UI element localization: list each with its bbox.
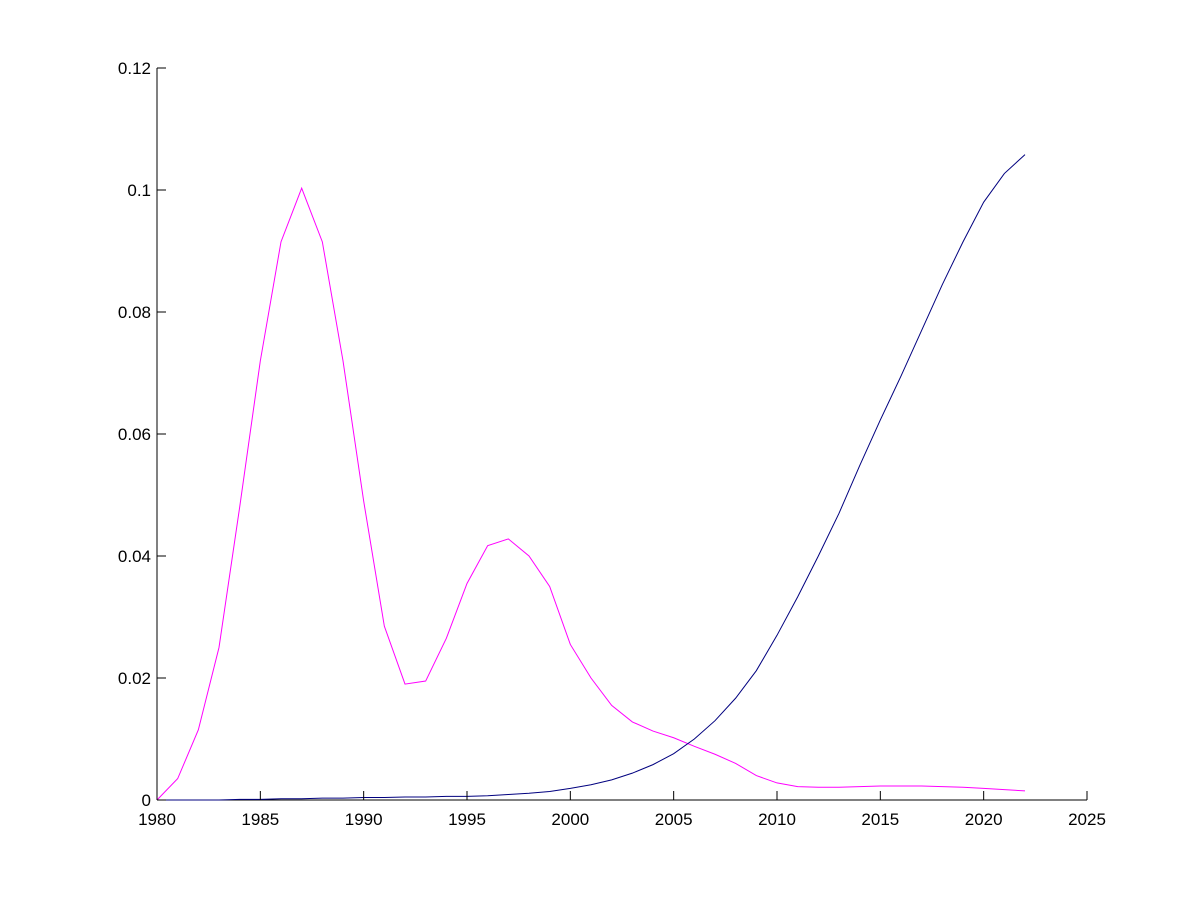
y-tick-label: 0.04: [118, 547, 151, 566]
series-layer: [156, 154, 1026, 801]
y-tick-label: 0.1: [127, 181, 151, 200]
x-tick-label: 2015: [861, 810, 899, 829]
y-tick-label: 0.06: [118, 425, 151, 444]
x-tick-label: 2005: [655, 810, 693, 829]
x-tick-label: 1990: [345, 810, 383, 829]
y-tick-label: 0.12: [118, 59, 151, 78]
x-tick-label: 2000: [551, 810, 589, 829]
y-axis-ticks: 0 0.02 0.04 0.06 0.08 0.1 0.12: [118, 59, 166, 810]
x-axis-ticks: 1980 1985 1990 1995 2000 2005 2010 2015 2020 2025: [138, 791, 1106, 829]
y-tick-label: 0: [142, 791, 151, 810]
x-tick-label: 2025: [1068, 810, 1106, 829]
x-tick-label: 1980: [138, 810, 176, 829]
y-tick-label: 0.02: [118, 669, 151, 688]
series-2-line: [157, 154, 1026, 801]
series-2: [157, 154, 1026, 801]
y-tick-label: 0.08: [118, 303, 151, 322]
series-1: [156, 186, 1026, 801]
x-tick-label: 2010: [758, 810, 796, 829]
x-tick-label: 1995: [448, 810, 486, 829]
series-1-line: [156, 186, 1026, 801]
x-tick-label: 1985: [241, 810, 279, 829]
x-tick-label: 2020: [965, 810, 1003, 829]
